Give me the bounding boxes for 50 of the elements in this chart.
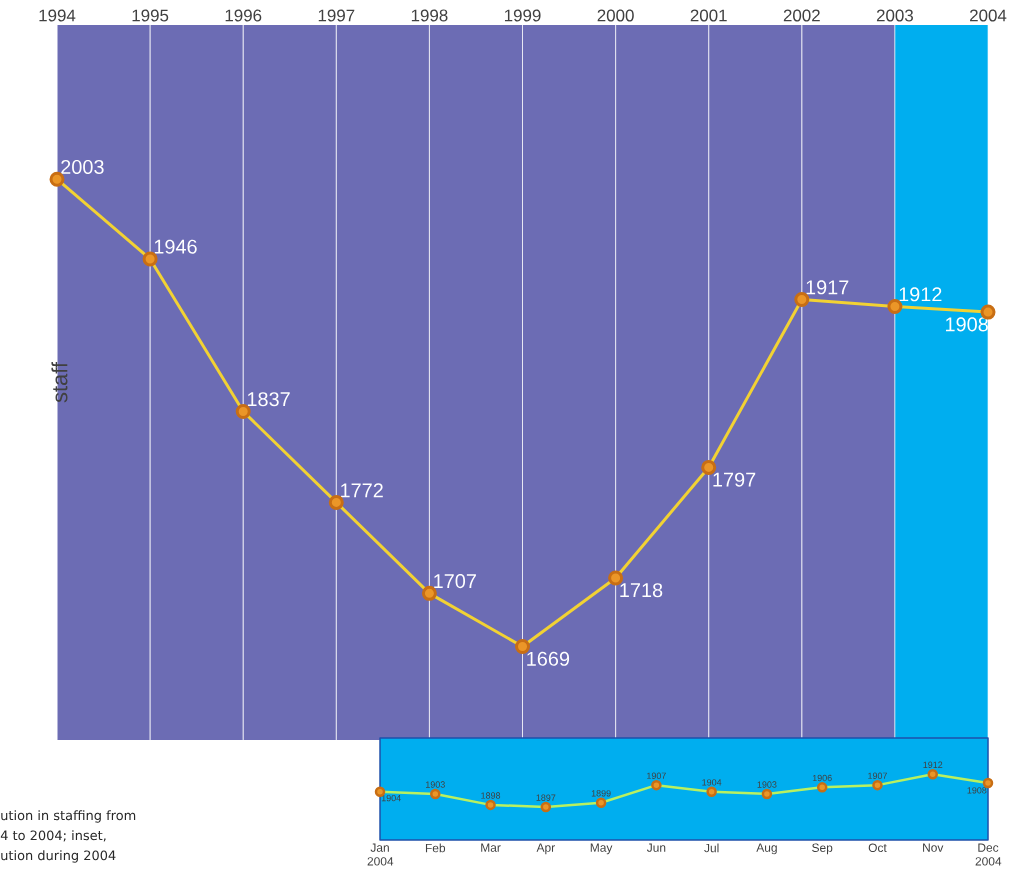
data-label: 1907 xyxy=(647,772,666,779)
x-tick-label: Apr xyxy=(536,843,555,855)
x-tick-label: Dec 2004 xyxy=(975,843,1002,866)
x-tick-label: Jul xyxy=(704,843,719,853)
x-tick-label: Aug xyxy=(756,843,777,855)
data-label: 1707 xyxy=(434,574,476,589)
data-label: 1837 xyxy=(247,392,290,407)
x-tick-label: Sep xyxy=(812,843,833,855)
data-label: 1907 xyxy=(868,772,887,779)
data-label: 1797 xyxy=(713,472,756,487)
text: 4 to 2004; inset, xyxy=(0,830,106,842)
x-tick-label: 2002 xyxy=(783,9,820,22)
data-label: 1904 xyxy=(702,779,722,786)
text: ution in staffing from xyxy=(1,810,136,823)
x-tick-label: Jun xyxy=(646,843,666,852)
x-tick-label: 2003 xyxy=(876,9,913,22)
x-tick-label: 1998 xyxy=(411,9,448,22)
data-label: 1898 xyxy=(481,792,501,799)
data-label: 1669 xyxy=(527,651,570,666)
data-label: 1899 xyxy=(591,790,611,797)
x-tick-label: 1994 xyxy=(39,9,76,22)
x-tick-label: Nov xyxy=(923,843,944,852)
data-label: 1904 xyxy=(381,794,401,802)
data-label: 1903 xyxy=(757,781,777,788)
data-label: 1912 xyxy=(899,287,942,302)
x-tick-label: Jan 2004 xyxy=(367,843,394,866)
x-tick-label: 1995 xyxy=(132,9,169,22)
x-tick-label: 1996 xyxy=(225,9,262,22)
text: ution during 2004 xyxy=(1,850,116,863)
x-tick-label: 2004 xyxy=(970,9,1007,22)
data-label: 1908 xyxy=(967,787,987,794)
x-tick-label: May xyxy=(590,843,613,855)
data-label: 1912 xyxy=(923,761,943,768)
data-label: 1917 xyxy=(806,280,849,295)
data-label: 1772 xyxy=(341,483,383,498)
x-tick-label: Mar xyxy=(481,843,501,852)
data-label: 1906 xyxy=(812,774,832,782)
x-tick-label: Oct xyxy=(868,843,887,852)
data-label: 2003 xyxy=(61,159,104,174)
x-tick-label: 1997 xyxy=(318,9,355,22)
x-tick-label: 2001 xyxy=(690,9,727,22)
y-axis-title: staff xyxy=(51,361,68,403)
data-label: 1946 xyxy=(154,239,197,254)
data-label: 1718 xyxy=(620,583,663,598)
x-tick-label: 2000 xyxy=(597,9,634,22)
data-label: 1903 xyxy=(426,781,445,788)
data-label: 1908 xyxy=(946,317,988,332)
x-tick-label: Feb xyxy=(425,843,446,853)
x-tick-label: 1999 xyxy=(504,9,541,22)
data-label: 1897 xyxy=(536,794,556,801)
